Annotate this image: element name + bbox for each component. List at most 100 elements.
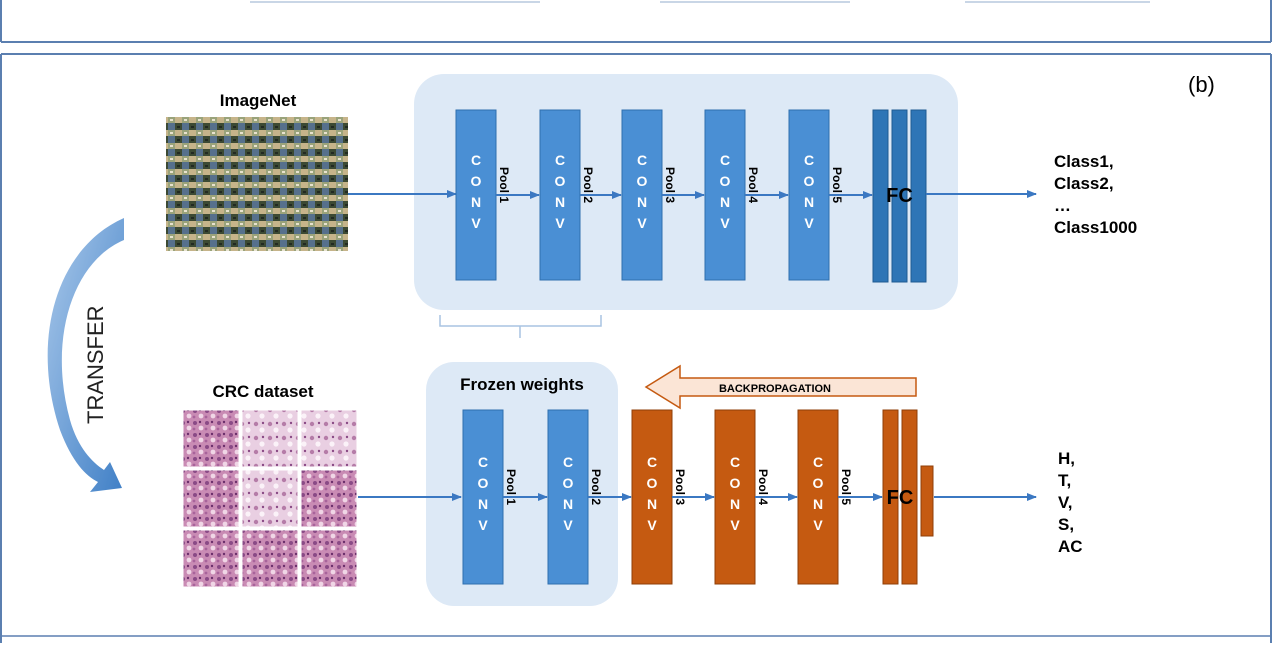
- imagenet-image: [166, 117, 348, 251]
- bottom-conv-5-letter: N: [813, 496, 823, 512]
- bottom-conv-4-letter: O: [730, 475, 741, 491]
- crc-tile: [300, 529, 358, 588]
- bottom-pool-5-label: Pool 5: [839, 469, 853, 505]
- bottom-conv-2: [547, 409, 589, 585]
- top-fc-label: FC: [886, 185, 913, 207]
- top-conv-1-letter: N: [471, 194, 481, 210]
- top-conv-2-letter: N: [555, 194, 565, 210]
- top-pool-5-label: Pool 5: [830, 167, 844, 203]
- bottom-conv-1-letter: O: [478, 475, 489, 491]
- frozen-weights-label: Frozen weights: [460, 375, 584, 394]
- bottom-output-5: AC: [1058, 537, 1083, 556]
- top-conv-5-letter: O: [804, 173, 815, 189]
- crc-tile: [300, 469, 358, 528]
- bottom-conv-4-letter: C: [730, 454, 740, 470]
- top-output-1: Class1,: [1054, 152, 1114, 171]
- top-fc-bar-2: [891, 109, 908, 283]
- top-conv-4-letter: V: [720, 215, 730, 231]
- crc-tile: [241, 409, 299, 468]
- bottom-conv-3-letter: O: [647, 475, 658, 491]
- top-conv-3-letter: C: [637, 152, 647, 168]
- top-conv-3-letter: O: [637, 173, 648, 189]
- top-conv-3-letter: V: [637, 215, 647, 231]
- bottom-conv-3-letter: N: [647, 496, 657, 512]
- bottom-conv-1-letter: N: [478, 496, 488, 512]
- bottom-conv-1-letter: C: [478, 454, 488, 470]
- bottom-fc-bar-2: [901, 409, 918, 585]
- bottom-pool-2-label: Pool 2: [589, 469, 603, 505]
- top-conv-1-letter: V: [471, 215, 481, 231]
- top-pool-2-label: Pool 2: [581, 167, 595, 203]
- bottom-conv-4-letter: N: [730, 496, 740, 512]
- top-conv-5-letter: V: [804, 215, 814, 231]
- bottom-conv-4-letter: V: [730, 517, 740, 533]
- bottom-conv-1: [462, 409, 504, 585]
- top-conv-2-letter: O: [555, 173, 566, 189]
- bottom-conv-1-letter: V: [478, 517, 488, 533]
- bottom-conv-3: [631, 409, 673, 585]
- top-conv-5-letter: C: [804, 152, 814, 168]
- top-conv-2-letter: C: [555, 152, 565, 168]
- transfer-label: TRANSFER: [83, 305, 108, 424]
- top-output-2: Class2,: [1054, 174, 1114, 193]
- top-conv-4: [704, 109, 746, 281]
- bottom-conv-5-letter: V: [813, 517, 823, 533]
- bottom-pool-3-label: Pool 3: [673, 469, 687, 505]
- crc-dataset-label: CRC dataset: [212, 382, 313, 401]
- top-conv-1-letter: O: [471, 173, 482, 189]
- top-conv-1-letter: C: [471, 152, 481, 168]
- top-outputs: Class1, Class2, … Class1000: [1054, 152, 1137, 237]
- bottom-conv-4: [714, 409, 756, 585]
- bottom-conv-5-letter: C: [813, 454, 823, 470]
- frozen-bracket: [439, 315, 602, 338]
- bottom-conv-2-letter: N: [563, 496, 573, 512]
- bottom-conv-2-letter: V: [563, 517, 573, 533]
- crc-tile: [182, 529, 240, 588]
- imagenet-label: ImageNet: [220, 91, 297, 110]
- crc-tile: [182, 409, 240, 468]
- top-fc-bar-1: [872, 109, 889, 283]
- top-conv-1: [455, 109, 497, 281]
- bottom-conv-2-letter: C: [563, 454, 573, 470]
- crc-tile: [241, 469, 299, 528]
- top-output-3: …: [1054, 196, 1071, 215]
- bottom-fc-label: FC: [887, 487, 914, 509]
- crc-tile: [300, 409, 358, 468]
- top-conv-3-letter: N: [637, 194, 647, 210]
- crc-dataset-image: [182, 409, 358, 588]
- bottom-conv-5: [797, 409, 839, 585]
- panel-label: (b): [1188, 72, 1215, 97]
- crc-tile: [182, 469, 240, 528]
- top-conv-3: [621, 109, 663, 281]
- top-pool-1-label: Pool 1: [497, 167, 511, 203]
- crc-tile: [241, 529, 299, 588]
- top-conv-4-letter: N: [720, 194, 730, 210]
- bottom-fc-output-bar: [920, 465, 934, 537]
- bottom-pool-4-label: Pool 4: [756, 469, 770, 505]
- bottom-output-2: T,: [1058, 471, 1071, 490]
- top-fc-bar-3: [910, 109, 927, 283]
- backpropagation-label: BACKPROPAGATION: [719, 383, 831, 395]
- bottom-pool-1-label: Pool 1: [504, 469, 518, 505]
- top-conv-4-letter: O: [720, 173, 731, 189]
- backpropagation-arrow: BACKPROPAGATION: [644, 364, 917, 410]
- top-conv-5-letter: N: [804, 194, 814, 210]
- top-conv-2-letter: V: [555, 215, 565, 231]
- top-output-4: Class1000: [1054, 218, 1137, 237]
- bottom-conv-5-letter: O: [813, 475, 824, 491]
- bottom-outputs: H, T, V, S, AC: [1058, 449, 1083, 556]
- bottom-output-1: H,: [1058, 449, 1075, 468]
- transfer-arrow: [47, 218, 124, 492]
- top-pool-3-label: Pool 3: [663, 167, 677, 203]
- top-conv-4-letter: C: [720, 152, 730, 168]
- bottom-fc-bar-1: [882, 409, 899, 585]
- bottom-output-3: V,: [1058, 493, 1073, 512]
- top-pool-4-label: Pool 4: [746, 167, 760, 203]
- bottom-conv-3-letter: C: [647, 454, 657, 470]
- bottom-conv-3-letter: V: [647, 517, 657, 533]
